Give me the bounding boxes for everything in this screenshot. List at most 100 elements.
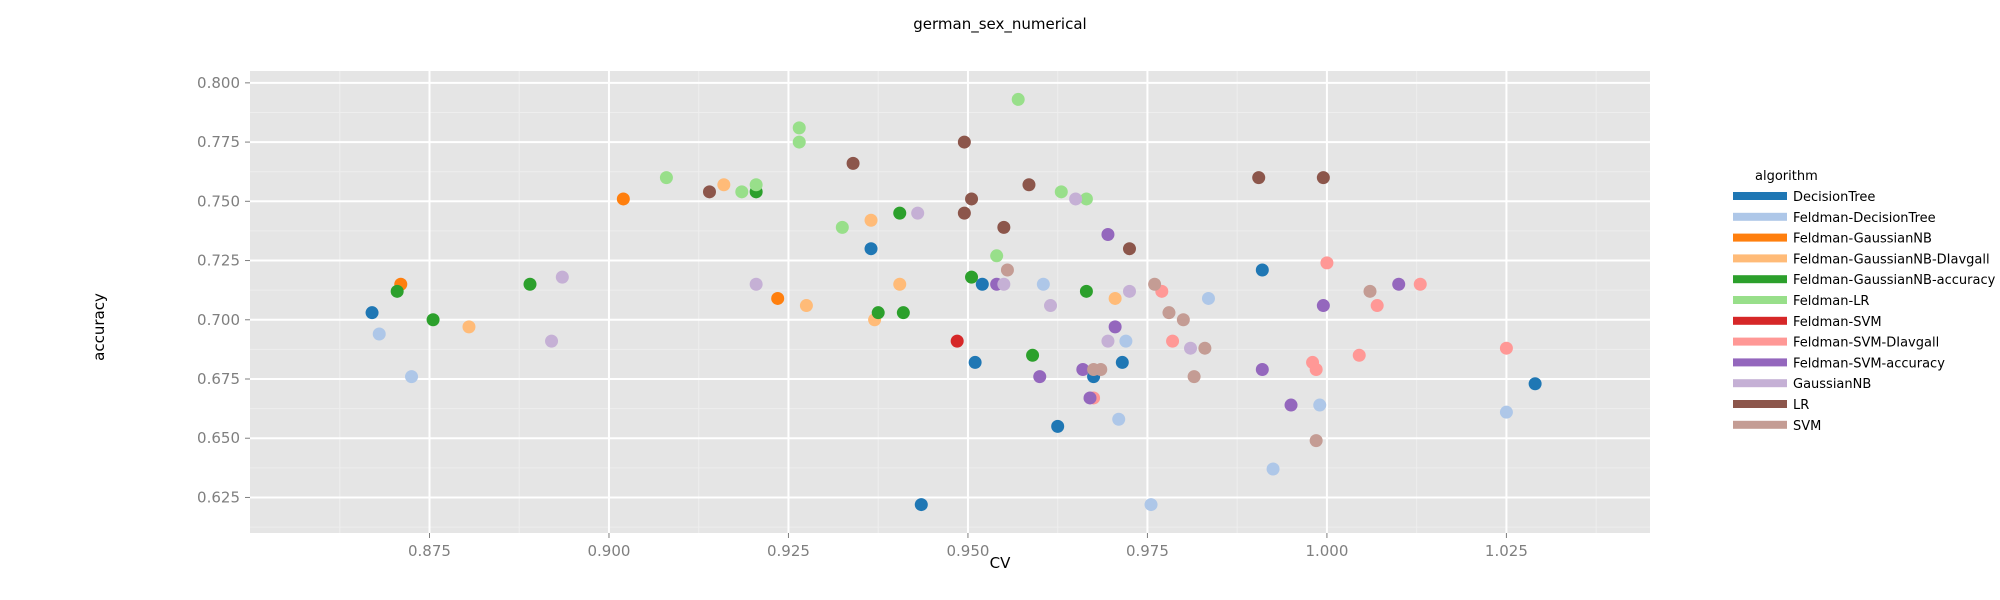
data-point [1094,363,1108,377]
data-point [1320,256,1334,270]
data-point [372,327,386,341]
data-point [365,306,379,320]
data-point [1079,284,1093,298]
data-point [1079,192,1093,206]
data-point [896,306,910,320]
data-point [957,206,971,220]
data-point [1101,227,1115,241]
legend-swatch [1733,420,1787,429]
data-point [846,156,860,170]
x-tick-label: 0.900 [587,542,630,560]
data-point [1076,363,1090,377]
data-point [545,334,559,348]
data-point [1499,405,1513,419]
data-point [1122,284,1136,298]
data-point [771,291,785,305]
legend-label: Feldman-SVM-DIavgall [1793,336,1939,351]
data-point [390,284,404,298]
data-point [1083,391,1097,405]
y-tick-label: 0.675 [197,370,240,388]
data-point [1166,334,1180,348]
data-point [1119,334,1133,348]
data-point [957,135,971,149]
plot-panel [250,71,1650,533]
x-tick-label: 0.875 [408,542,451,560]
data-point [1101,334,1115,348]
legend: algorithm DecisionTree Feldman-DecisionTr… [1733,169,1996,434]
data-point [914,498,928,512]
data-point [1022,178,1036,192]
data-point [893,206,907,220]
data-point [1201,291,1215,305]
data-point [1284,398,1298,412]
data-point [1363,284,1377,298]
y-tick-label: 0.775 [197,133,240,151]
x-tick-label: 1.025 [1485,542,1528,560]
x-axis: 0.875 0.900 0.925 0.950 0.975 1.000 1.025 [408,533,1528,560]
data-point [616,192,630,206]
legend-label: SVM [1793,419,1821,434]
data-point [975,277,989,291]
data-point [997,277,1011,291]
data-point [1108,320,1122,334]
data-point [965,192,979,206]
legend-label: Feldman-GaussianNB [1793,232,1932,247]
data-point [462,320,476,334]
y-tick-label: 0.800 [197,74,240,92]
data-point [659,171,673,185]
data-point [1316,171,1330,185]
data-point [555,270,569,284]
x-axis-label: CV [990,554,1011,572]
legend-swatch [1733,337,1787,346]
data-point [1370,299,1384,313]
data-point [1316,299,1330,313]
data-point [1309,434,1323,448]
x-tick-label: 0.925 [767,542,810,560]
data-point [1054,185,1068,199]
data-point [1033,370,1047,384]
legend-title: algorithm [1755,169,1818,184]
data-point [426,313,440,327]
data-point [1115,355,1129,369]
data-point [1392,277,1406,291]
data-point [1000,263,1014,277]
data-point [1026,348,1040,362]
legend-label: GaussianNB [1793,377,1871,392]
data-point [1148,277,1162,291]
data-point [1044,299,1058,313]
legend-swatch [1733,316,1787,325]
data-point [792,121,806,135]
y-axis-label: accuracy [90,293,108,361]
data-point [799,299,813,313]
legend-label: Feldman-SVM-accuracy [1793,356,1945,371]
data-point [1499,341,1513,355]
data-point [871,306,885,320]
chart-title: german_sex_numerical [913,15,1086,34]
data-point [1266,462,1280,476]
data-point [1528,377,1542,391]
data-point [864,213,878,227]
data-point [1413,277,1427,291]
data-point [1051,419,1065,433]
data-point [1069,192,1083,206]
data-point [717,178,731,192]
x-tick-label: 1.000 [1305,542,1348,560]
legend-label: LR [1793,398,1809,413]
legend-label: Feldman-GaussianNB-accuracy [1793,273,1996,288]
data-point [1036,277,1050,291]
legend-swatch [1733,192,1787,200]
legend-swatch [1733,379,1787,388]
data-point [1108,291,1122,305]
data-point [1176,313,1190,327]
legend-swatch [1733,254,1787,263]
data-point [968,355,982,369]
data-point [911,206,925,220]
data-point [965,270,979,284]
data-point [1352,348,1366,362]
y-axis: 0.625 0.650 0.675 0.700 0.725 0.750 0.775 0.800 [197,74,250,506]
data-point [1112,412,1126,426]
legend-swatch [1733,296,1787,304]
data-point [864,242,878,256]
legend-swatch [1733,400,1787,408]
legend-swatch [1733,275,1787,284]
